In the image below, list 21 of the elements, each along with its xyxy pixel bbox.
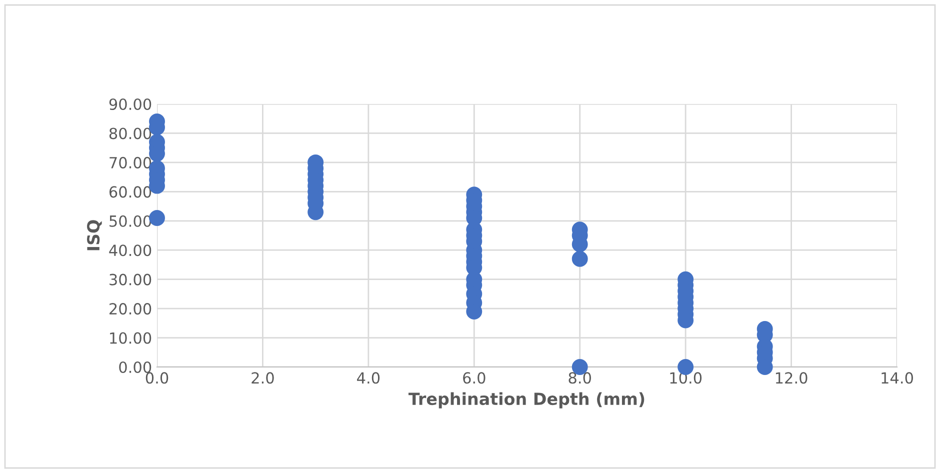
y-tick-label: 20.00 (110, 303, 152, 315)
point (572, 250, 588, 267)
x-tick-label: 6.0 (463, 372, 486, 384)
point (149, 210, 165, 226)
y-tick-label: 10.00 (110, 332, 152, 344)
x-tick-label: 0.0 (146, 372, 168, 384)
y-tick-label: 60.00 (109, 186, 152, 198)
x-axis-title: Trephination Depth (mm) (408, 392, 644, 408)
x-tick-label: 2.0 (252, 372, 274, 384)
y-axis-title: ISQ (87, 220, 102, 250)
y-tick-label: 30.00 (110, 274, 152, 286)
x-tick-label: 4.0 (357, 372, 380, 384)
y-tick-label: 90.00 (109, 98, 152, 110)
y-tick-label: 40.00 (109, 244, 152, 256)
y-tick-label: 80.00 (109, 128, 152, 140)
x-tick-label: 8.0 (568, 372, 591, 384)
x-tick-label: 12.0 (776, 372, 808, 384)
y-tick-label: 50.00 (110, 215, 152, 227)
y-tick-label: 70.00 (110, 156, 152, 168)
y-tick-label: 0.00 (119, 361, 152, 374)
x-tick-label: 14.0 (882, 372, 913, 384)
